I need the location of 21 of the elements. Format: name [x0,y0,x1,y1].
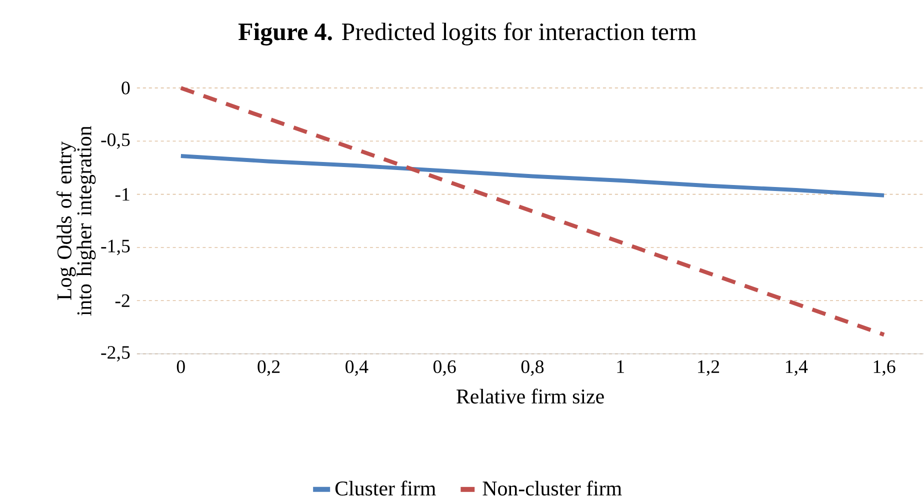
line-series [178,154,886,198]
x-tick-label: 0,6 [433,360,456,376]
x-tick-label: 0,2 [258,360,280,376]
y-tick-label: -1,5 [101,240,130,256]
y-tick-label: 0 [122,81,130,94]
x-tick-label: 1 [617,360,624,373]
x-axis-title: Relative firm size [456,388,604,404]
x-tick-label: 1,6 [874,360,896,376]
chart-title: Figure 4. Predicted logits for interaction term [238,22,696,46]
x-tick-label: 0,4 [346,360,368,376]
x-tick-label: 1,4 [786,360,808,376]
x-tick-label: 0,8 [521,360,544,376]
x-tick-label: 1,2 [698,360,720,376]
legend-label: Cluster firm [335,480,436,496]
y-tick-label: -0,5 [101,133,130,149]
y-tick-label: -2 [115,294,130,307]
y-tick-label: -2,5 [101,346,130,362]
y-tick-label: -1 [115,188,130,200]
legend-label: Non-cluster firm [482,480,622,496]
y-axis-title: Log Odds of entry into higher integration [56,126,96,316]
x-tick-label: 0 [176,360,185,374]
